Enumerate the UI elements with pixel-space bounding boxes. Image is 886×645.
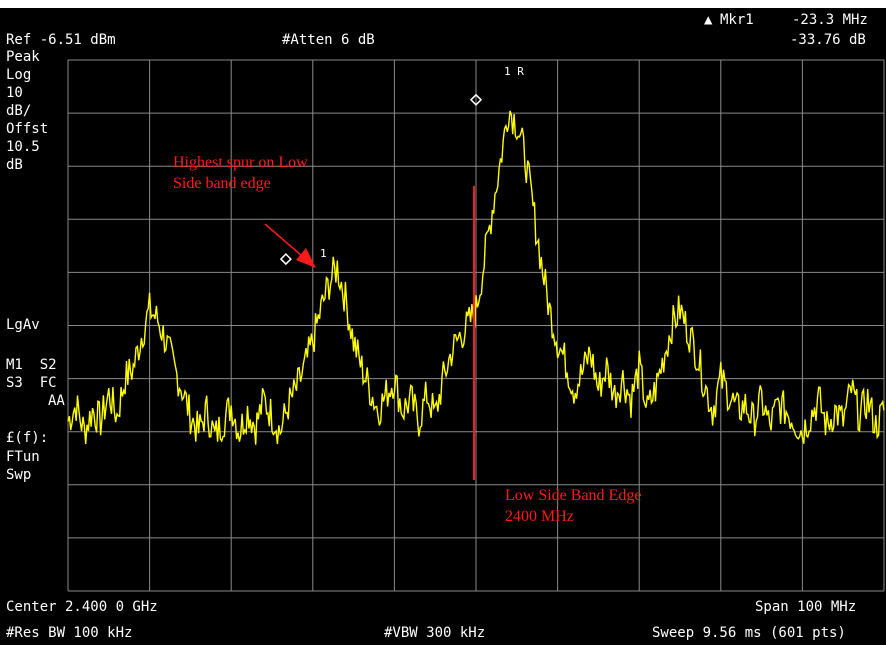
side-label: 10.5	[6, 139, 40, 155]
annotation-arrow-line	[264, 223, 303, 257]
side-label: LgAv	[6, 317, 40, 333]
marker-frequency: -23.3 MHz	[792, 12, 868, 28]
side-label: Swp	[6, 467, 32, 483]
attenuation: #Atten 6 dB	[282, 32, 375, 48]
sweep-time: Sweep 9.56 ms (601 pts)	[652, 625, 846, 641]
delta-icon: ▲	[704, 12, 713, 28]
side-label: AA	[48, 393, 65, 409]
side-label: M1 S2	[6, 357, 57, 373]
analyzer-screen: ▲ Mkr1 -23.3 MHz Ref -6.51 dBm #Atten 6 …	[0, 8, 886, 645]
side-label: dB	[6, 157, 23, 173]
side-label: FTun	[6, 449, 40, 465]
marker-ref-label: 1 R	[504, 65, 524, 78]
marker-label: Mkr1	[720, 12, 754, 28]
video-bandwidth: #VBW 300 kHz	[384, 625, 486, 641]
marker-amplitude: -33.76 dB	[790, 32, 866, 48]
band-edge-annotation: Low Side Band Edge 2400 MHz	[505, 487, 642, 525]
span: Span 100 MHz	[755, 599, 857, 615]
side-label: £(f):	[6, 430, 49, 446]
marker-diamond-1	[279, 253, 292, 266]
resolution-bandwidth: #Res BW 100 kHz	[6, 625, 133, 641]
spur-annotation: Highest spur on Low Side band edge	[173, 154, 308, 192]
spectrum-plot	[67, 59, 885, 592]
side-label: Log	[6, 67, 32, 83]
side-label: 10	[6, 85, 23, 101]
spectrum-trace	[67, 110, 885, 445]
side-label: Peak	[6, 49, 40, 65]
side-label: Offst	[6, 121, 49, 137]
side-label: dB/	[6, 103, 32, 119]
marker-1-label: 1	[320, 247, 327, 260]
center-frequency: Center 2.400 0 GHz	[6, 599, 158, 615]
annotation-arrow-head	[296, 248, 316, 268]
reference-level: Ref -6.51 dBm	[6, 32, 116, 48]
marker-diamond-1r	[469, 93, 483, 106]
side-label: S3 FC	[6, 375, 57, 391]
